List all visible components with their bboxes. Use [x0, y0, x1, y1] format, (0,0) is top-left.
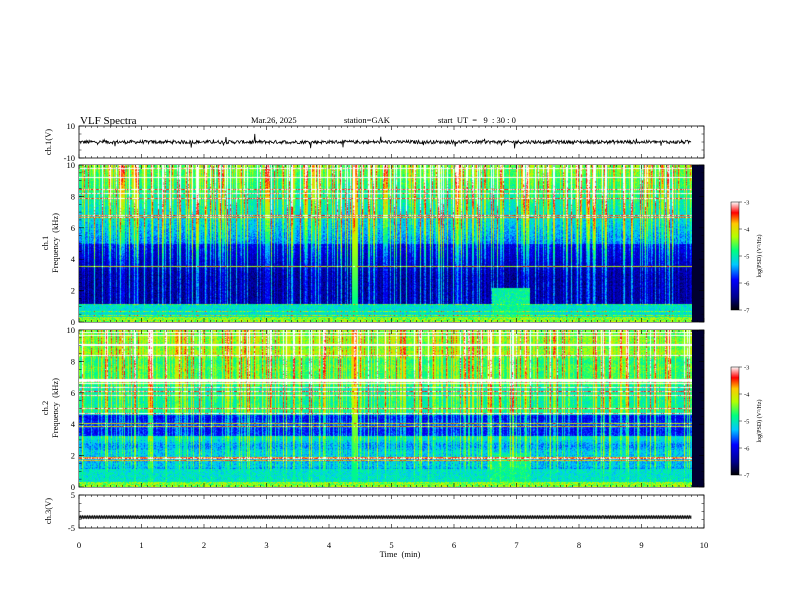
x-axis-label: Time (min): [380, 549, 421, 559]
ch1-spectrogram-ylabel-channel: ch.1: [40, 236, 50, 250]
y-tick-label: 2: [71, 286, 75, 296]
ch1-waveform-trace: [79, 133, 692, 149]
colorbar-tick-label: -6: [744, 281, 750, 288]
y-tick-label: 4: [71, 254, 76, 264]
ch3-signal-band: [79, 515, 692, 519]
x-tick-label: 5: [389, 540, 393, 550]
ch2-colorbar-label: log(PSD) (V²/Hz): [756, 400, 763, 443]
ch2-spectrogram-ylabel-channel: ch.2: [40, 401, 50, 415]
y-tick-label: -5: [68, 523, 75, 533]
y-tick-label: 0: [71, 482, 75, 492]
x-tick-label: 1: [139, 540, 143, 550]
ch1-spectrogram-ylabel-frequency: Frequency (kHz): [50, 213, 60, 273]
y-tick-label: 6: [71, 223, 75, 233]
colorbar-tick-label: -6: [744, 446, 750, 453]
colorbar-tick-label: -5: [744, 254, 749, 261]
x-tick-label: 0: [77, 540, 81, 550]
colorbar-tick-label: -4: [744, 392, 750, 399]
y-tick-label: 10: [67, 160, 76, 170]
colorbar-tick-label: -5: [744, 419, 749, 426]
y-tick-label: 5: [71, 490, 75, 500]
ch2-colorbar: [730, 366, 740, 476]
date-label: Mar.26, 2025: [251, 115, 297, 125]
x-tick-label: 7: [514, 540, 518, 550]
y-tick-label: 10: [67, 121, 76, 131]
x-tick-label: 10: [700, 540, 709, 550]
y-tick-label: 10: [67, 325, 76, 335]
y-tick-label: 4: [71, 419, 76, 429]
y-tick-label: -10: [64, 153, 75, 163]
y-tick-label: 6: [71, 388, 75, 398]
y-tick-label: 8: [71, 191, 75, 201]
x-tick-label: 8: [577, 540, 581, 550]
y-tick-label: 0: [71, 317, 75, 327]
ch1-spectrogram-image: [79, 165, 692, 322]
figure-title: VLF Spectra: [80, 115, 137, 127]
station-label: station=GAK: [344, 115, 391, 125]
ch1-colorbar-label: log(PSD) (V²/Hz): [756, 235, 763, 278]
ch2-spectrogram-image: [79, 330, 692, 487]
x-tick-label: 4: [327, 540, 332, 550]
y-tick-label: 2: [71, 451, 75, 461]
ch3-waveform-trace: [78, 514, 692, 520]
colorbar-tick-label: -7: [744, 308, 750, 315]
colorbar-tick-label: -3: [744, 365, 749, 372]
ch3-waveform-ylabel: ch.3(V): [43, 498, 53, 524]
x-tick-label: 9: [639, 540, 643, 550]
colorbar-tick-label: -7: [744, 473, 750, 480]
ch3-waveform-frame: [78, 494, 705, 529]
ch1-waveform-ylabel: ch.1(V): [43, 129, 53, 155]
ch1-colorbar: [730, 201, 740, 311]
x-tick-label: 3: [264, 540, 268, 550]
ch3-signal-line: [78, 514, 692, 520]
colorbar-tick-label: -3: [744, 200, 749, 207]
start-time-label: start UT = 9 : 30 : 0: [438, 115, 516, 125]
y-tick-label: 8: [71, 356, 75, 366]
colorbar-tick-label: -4: [744, 227, 750, 234]
ch2-spectrogram-ylabel-frequency: Frequency (kHz): [50, 378, 60, 438]
x-tick-label: 6: [452, 540, 456, 550]
x-tick-label: 2: [202, 540, 206, 550]
